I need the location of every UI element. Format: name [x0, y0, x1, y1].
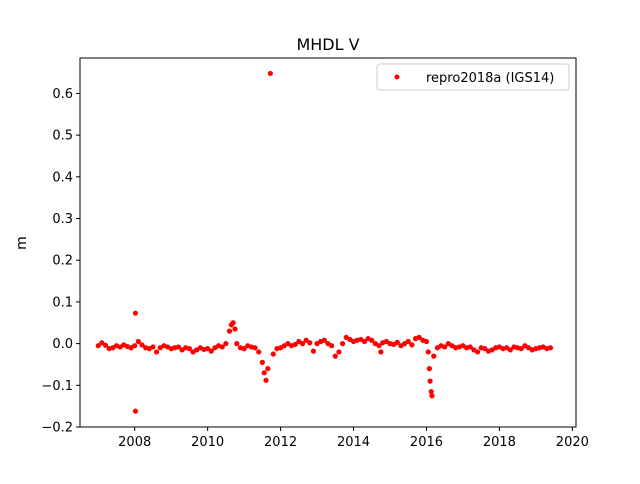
- data-point: [261, 370, 267, 376]
- x-tick-label: 2010: [191, 435, 224, 450]
- data-point: [186, 346, 193, 352]
- data-point: [474, 349, 481, 355]
- data-point: [139, 342, 145, 348]
- data-point: [265, 366, 271, 372]
- data-point: [339, 341, 346, 347]
- y-tick-label: 0.1: [52, 295, 73, 310]
- data-point: [303, 337, 309, 343]
- data-point: [429, 393, 435, 399]
- data-point: [394, 339, 400, 345]
- y-tick-label: 0.0: [52, 337, 73, 352]
- data-point: [423, 338, 430, 345]
- data-point: [95, 343, 101, 349]
- data-point: [252, 345, 258, 351]
- data-point: [270, 351, 276, 357]
- y-tick-label: 0.4: [52, 170, 73, 185]
- data-point: [292, 341, 298, 348]
- x-tick-label: 2018: [483, 435, 516, 450]
- legend-marker-icon: [394, 74, 400, 80]
- data-point: [547, 345, 554, 351]
- data-point: [332, 353, 338, 359]
- data-point: [336, 349, 342, 355]
- data-point: [208, 348, 214, 354]
- data-point: [409, 342, 415, 348]
- x-tick-label: 2012: [264, 435, 297, 450]
- data-point: [259, 359, 265, 365]
- x-axis-ticks: 2008 2010 2012 2014 2016 2018 2020: [118, 427, 589, 450]
- data-point: [310, 348, 317, 354]
- legend-box: [376, 63, 570, 91]
- y-tick-label: 0.2: [52, 254, 73, 269]
- y-axis-ticks: −0.2 −0.1 0.0 0.1 0.2 0.3 0.4 0.5 0.6: [41, 87, 80, 436]
- y-tick-label: 0.3: [52, 212, 73, 227]
- data-point: [427, 378, 433, 384]
- data-point: [467, 344, 473, 350]
- data-point: [175, 344, 182, 350]
- data-point: [378, 349, 384, 355]
- data-point: [321, 337, 327, 343]
- legend: repro2018a (IGS14): [376, 63, 570, 91]
- data-point: [361, 338, 368, 345]
- data-point: [518, 346, 524, 352]
- data-point: [232, 326, 238, 332]
- chart-title: MHDL V: [296, 35, 359, 54]
- data-point: [329, 343, 335, 349]
- data-point: [256, 349, 262, 355]
- plot-frame: [79, 57, 577, 428]
- data-point: [205, 346, 211, 352]
- data-point: [150, 344, 156, 350]
- data-point: [153, 349, 160, 355]
- y-tick-label: −0.1: [41, 379, 73, 394]
- data-point: [226, 328, 233, 334]
- data-point: [99, 340, 105, 346]
- data-point: [234, 341, 240, 347]
- data-point: [219, 344, 225, 350]
- y-axis-label: m: [14, 236, 30, 250]
- data-point: [442, 344, 448, 350]
- data-point: [299, 341, 306, 347]
- data-point: [223, 341, 229, 347]
- data-point: [230, 320, 236, 326]
- data-point: [428, 388, 434, 395]
- data-point: [102, 342, 109, 348]
- data-point: [507, 347, 513, 353]
- data-points: [95, 70, 554, 414]
- y-tick-label: 0.6: [52, 87, 73, 102]
- data-point: [482, 346, 488, 352]
- data-point: [425, 349, 431, 355]
- data-point: [431, 353, 437, 359]
- x-tick-label: 2008: [118, 435, 151, 450]
- data-point: [405, 338, 411, 345]
- data-point: [132, 343, 138, 349]
- data-point: [307, 340, 313, 346]
- data-point: [267, 70, 273, 77]
- data-point: [376, 343, 382, 349]
- data-point: [263, 377, 269, 383]
- data-point: [369, 337, 375, 343]
- data-point: [416, 334, 422, 340]
- data-point: [132, 310, 139, 316]
- y-tick-label: 0.5: [52, 129, 73, 144]
- x-tick-label: 2016: [410, 435, 443, 450]
- y-tick-label: −0.2: [41, 421, 73, 436]
- data-point: [132, 408, 139, 414]
- data-point: [135, 338, 141, 345]
- data-point: [426, 366, 432, 372]
- x-tick-label: 2020: [556, 435, 589, 450]
- legend-label: repro2018a (IGS14): [426, 71, 554, 86]
- x-tick-label: 2014: [337, 435, 370, 450]
- data-point: [241, 346, 247, 352]
